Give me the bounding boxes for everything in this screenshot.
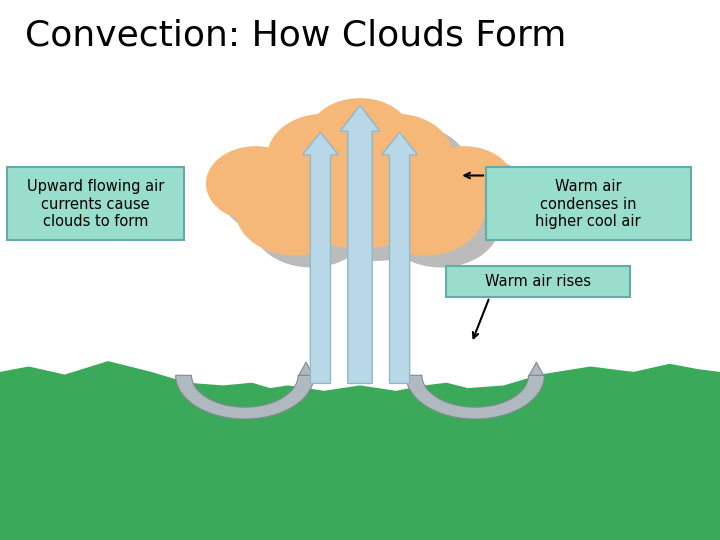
Circle shape <box>268 114 380 199</box>
Circle shape <box>366 166 484 255</box>
Polygon shape <box>340 105 380 383</box>
Circle shape <box>236 166 354 255</box>
Circle shape <box>222 159 320 232</box>
FancyBboxPatch shape <box>486 167 691 240</box>
Circle shape <box>415 147 513 220</box>
Polygon shape <box>302 132 338 383</box>
Circle shape <box>308 99 412 177</box>
Circle shape <box>431 159 529 232</box>
Polygon shape <box>176 375 314 419</box>
Circle shape <box>382 143 468 208</box>
Polygon shape <box>529 362 544 375</box>
Circle shape <box>397 155 484 220</box>
Circle shape <box>284 126 396 211</box>
Circle shape <box>382 178 500 267</box>
Polygon shape <box>382 132 418 383</box>
Text: Warm air rises: Warm air rises <box>485 274 591 289</box>
Circle shape <box>252 143 338 208</box>
Circle shape <box>356 126 468 211</box>
Polygon shape <box>299 362 313 375</box>
Circle shape <box>207 147 305 220</box>
FancyBboxPatch shape <box>7 167 184 240</box>
Polygon shape <box>406 375 544 419</box>
Circle shape <box>324 111 428 188</box>
FancyBboxPatch shape <box>446 266 630 297</box>
Text: Warm air
condenses in
higher cool air: Warm air condenses in higher cool air <box>536 179 641 229</box>
Circle shape <box>268 155 354 220</box>
Circle shape <box>252 178 370 267</box>
Text: Upward flowing air
currents cause
clouds to form: Upward flowing air currents cause clouds… <box>27 179 164 229</box>
Circle shape <box>288 140 432 248</box>
Circle shape <box>340 114 452 199</box>
Text: Convection: How Clouds Form: Convection: How Clouds Form <box>25 19 567 53</box>
Polygon shape <box>0 362 720 540</box>
Circle shape <box>304 152 448 260</box>
